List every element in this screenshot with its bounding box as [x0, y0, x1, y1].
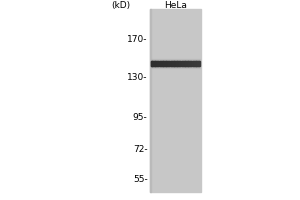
Bar [154, 61, 155, 66]
Bar [171, 61, 172, 66]
Bar [155, 61, 156, 66]
Bar [179, 61, 180, 66]
Bar [196, 61, 197, 66]
Bar [153, 61, 154, 66]
Bar [198, 61, 199, 66]
Bar [188, 61, 189, 66]
Text: HeLa: HeLa [164, 1, 187, 10]
Bar [168, 61, 169, 66]
Bar [151, 61, 152, 66]
Bar [150, 9, 151, 192]
Bar [162, 61, 163, 66]
Bar [191, 61, 192, 66]
Bar [155, 61, 156, 66]
Text: 72-: 72- [133, 145, 148, 154]
Bar [195, 61, 196, 66]
Bar [193, 61, 194, 66]
Bar [185, 61, 186, 66]
Bar [152, 61, 153, 66]
Bar [182, 61, 183, 66]
Bar [180, 61, 181, 66]
Bar [162, 61, 163, 66]
Text: (kD): (kD) [111, 1, 130, 10]
Bar [159, 61, 160, 66]
Text: 95-: 95- [133, 113, 148, 122]
Bar [150, 9, 201, 192]
Bar [176, 61, 177, 66]
Bar [192, 61, 193, 66]
Bar [156, 61, 157, 66]
Bar [189, 61, 190, 66]
Bar [168, 61, 169, 66]
Bar [183, 61, 184, 66]
Bar [181, 61, 182, 66]
Bar [157, 61, 158, 66]
Bar [194, 61, 195, 66]
Bar [169, 61, 170, 66]
Bar [167, 61, 168, 66]
Bar [163, 61, 164, 66]
Bar [176, 61, 177, 66]
Bar [172, 61, 173, 66]
Bar [151, 61, 152, 66]
Bar [161, 61, 162, 66]
Bar [199, 61, 200, 66]
Bar [174, 61, 175, 66]
Bar [188, 61, 189, 66]
Bar [152, 61, 153, 66]
Bar [165, 61, 166, 66]
Bar [158, 61, 159, 66]
Bar [181, 61, 182, 66]
Bar [164, 61, 165, 66]
Text: 130-: 130- [127, 73, 148, 82]
Bar [173, 61, 174, 66]
Bar [151, 59, 200, 68]
Bar [170, 61, 171, 66]
Bar [171, 61, 172, 66]
Bar [184, 61, 185, 66]
Bar [178, 61, 179, 66]
Bar [186, 61, 187, 66]
Bar [187, 61, 188, 66]
Bar [165, 61, 166, 66]
Bar [190, 61, 191, 66]
Bar [179, 61, 180, 66]
Bar [177, 61, 178, 66]
Bar [192, 61, 193, 66]
Bar [174, 61, 175, 66]
Bar [172, 61, 173, 66]
Bar [198, 61, 199, 66]
Bar [196, 61, 197, 66]
Bar [185, 61, 186, 66]
Bar [157, 61, 158, 66]
Text: 55-: 55- [133, 175, 148, 184]
Bar [195, 61, 196, 66]
Bar [187, 61, 188, 66]
Bar [182, 61, 183, 66]
Bar [160, 61, 161, 66]
Bar [160, 61, 161, 66]
Bar [175, 61, 176, 66]
Bar [158, 61, 160, 66]
Text: 170-: 170- [127, 35, 148, 44]
Bar [166, 61, 167, 66]
Bar [169, 61, 170, 66]
Bar [197, 61, 198, 66]
